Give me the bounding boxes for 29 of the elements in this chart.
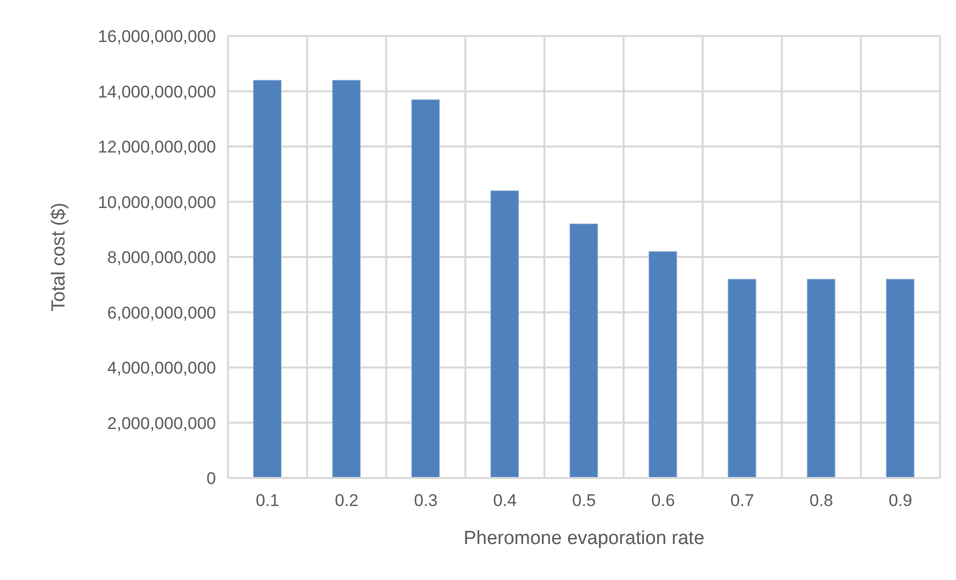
x-axis-title: Pheromone evaporation rate	[464, 528, 704, 549]
bar	[806, 278, 836, 478]
x-tick-label: 0.6	[651, 491, 675, 510]
x-tick-label: 0.5	[572, 491, 596, 510]
bar	[490, 190, 519, 478]
y-axis-title: Total cost ($)	[48, 202, 70, 312]
x-tick-label: 0.2	[334, 491, 358, 510]
y-tick-label: 2,000,000,000	[107, 414, 216, 433]
bar	[886, 278, 915, 478]
y-tick-label: 0	[206, 469, 216, 488]
x-tick-label: 0.7	[730, 491, 754, 510]
y-tick-label: 4,000,000,000	[107, 358, 216, 378]
x-tick-label: 0.9	[888, 491, 912, 510]
bar	[332, 80, 361, 478]
y-tick-label: 16,000,000,000	[98, 27, 216, 46]
bar	[728, 278, 756, 478]
y-tick-label: 8,000,000,000	[107, 248, 216, 268]
bar	[569, 224, 598, 478]
y-tick-label: 12,000,000,000	[98, 138, 216, 157]
x-tick-label: 0.8	[810, 491, 834, 510]
x-tick-label: 0.1	[256, 491, 280, 510]
y-tick-label: 10,000,000,000	[98, 192, 216, 212]
bar	[648, 251, 678, 478]
y-tick-label: 6,000,000,000	[107, 303, 216, 322]
x-tick-label: 0.4	[493, 491, 517, 510]
y-tick-label: 14,000,000,000	[98, 82, 216, 102]
bar	[253, 80, 282, 478]
bar	[411, 99, 440, 478]
x-tick-label: 0.3	[414, 491, 438, 510]
